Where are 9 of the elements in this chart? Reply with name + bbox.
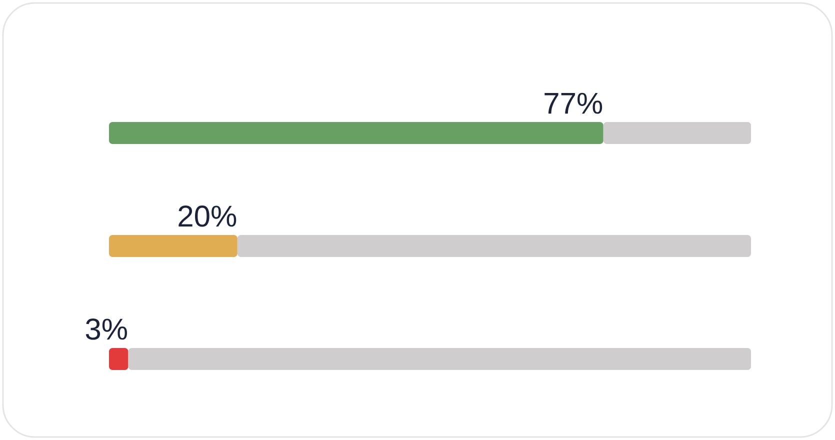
data-label: 3% <box>86 318 127 340</box>
bar <box>109 122 604 144</box>
data-label: 77% <box>544 92 602 114</box>
bar <box>237 235 752 258</box>
data-label: 20% <box>178 206 236 227</box>
bar <box>128 348 752 370</box>
bar <box>109 348 128 370</box>
bar <box>603 122 752 144</box>
bar <box>109 235 238 258</box>
